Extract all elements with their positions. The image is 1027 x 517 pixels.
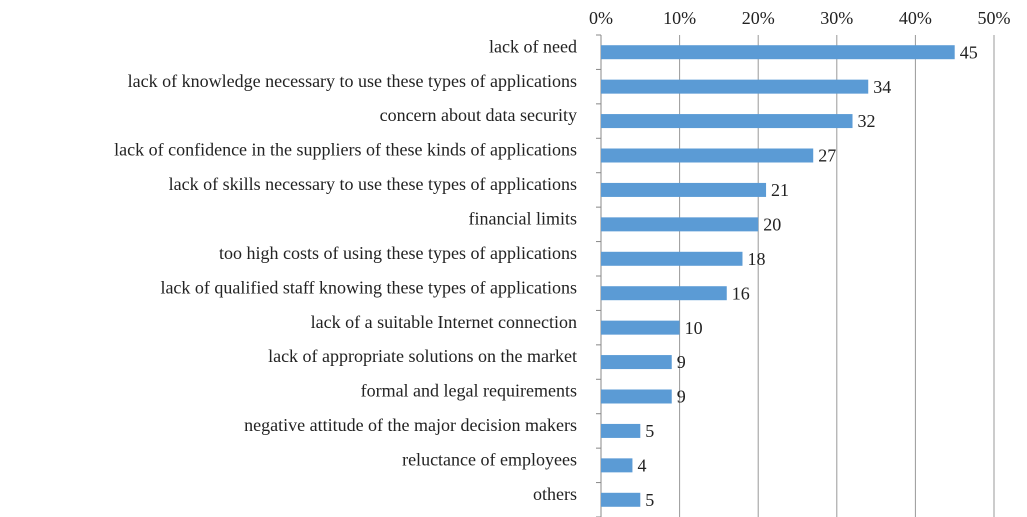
- value-label: 21: [771, 180, 789, 200]
- value-label: 5: [645, 421, 654, 441]
- value-label: 34: [873, 77, 891, 97]
- x-tick-label: 50%: [978, 8, 1011, 28]
- value-label: 20: [763, 214, 781, 234]
- value-label: 10: [685, 318, 703, 338]
- y-tick-label: concern about data security: [380, 105, 577, 125]
- x-tick-label: 40%: [899, 8, 932, 28]
- y-tick-label: lack of need: [489, 36, 577, 56]
- bar: [601, 148, 814, 163]
- value-label: 27: [818, 146, 836, 166]
- value-label: 16: [732, 283, 750, 303]
- bar: [601, 251, 743, 266]
- bar: [601, 114, 853, 129]
- x-tick-label: 20%: [742, 8, 775, 28]
- value-label: 9: [677, 387, 686, 407]
- bar: [601, 492, 641, 507]
- y-tick-label: negative attitude of the major decision …: [244, 415, 577, 435]
- bar: [601, 423, 641, 438]
- value-label: 18: [747, 249, 765, 269]
- bar: [601, 45, 955, 60]
- y-tick-label: others: [533, 484, 577, 504]
- y-tick-label: financial limits: [469, 208, 577, 228]
- bar: [601, 458, 633, 473]
- bar: [601, 217, 759, 232]
- value-label: 5: [645, 490, 654, 510]
- y-tick-label: lack of qualified staff knowing these ty…: [160, 277, 577, 297]
- bar: [601, 389, 672, 404]
- value-label: 9: [677, 352, 686, 372]
- x-tick-label: 0%: [589, 8, 613, 28]
- value-label: 32: [858, 111, 876, 131]
- bar: [601, 286, 727, 301]
- value-label: 45: [960, 42, 978, 62]
- y-tick-label: lack of knowledge necessary to use these…: [128, 71, 577, 91]
- bar: [601, 355, 672, 370]
- bar: [601, 182, 767, 197]
- bar: [601, 320, 680, 335]
- y-tick-label: reluctance of employees: [402, 449, 577, 469]
- y-tick-label: too high costs of using these types of a…: [219, 243, 577, 263]
- y-tick-label: lack of skills necessary to use these ty…: [169, 174, 577, 194]
- bar: [601, 79, 869, 94]
- value-label: 4: [637, 455, 646, 475]
- y-tick-label: lack of a suitable Internet connection: [311, 312, 577, 332]
- x-tick-label: 10%: [663, 8, 696, 28]
- y-tick-label: lack of appropriate solutions on the mar…: [268, 346, 577, 366]
- y-tick-label: formal and legal requirements: [361, 381, 577, 401]
- x-tick-label: 30%: [820, 8, 853, 28]
- y-tick-label: lack of confidence in the suppliers of t…: [114, 140, 577, 160]
